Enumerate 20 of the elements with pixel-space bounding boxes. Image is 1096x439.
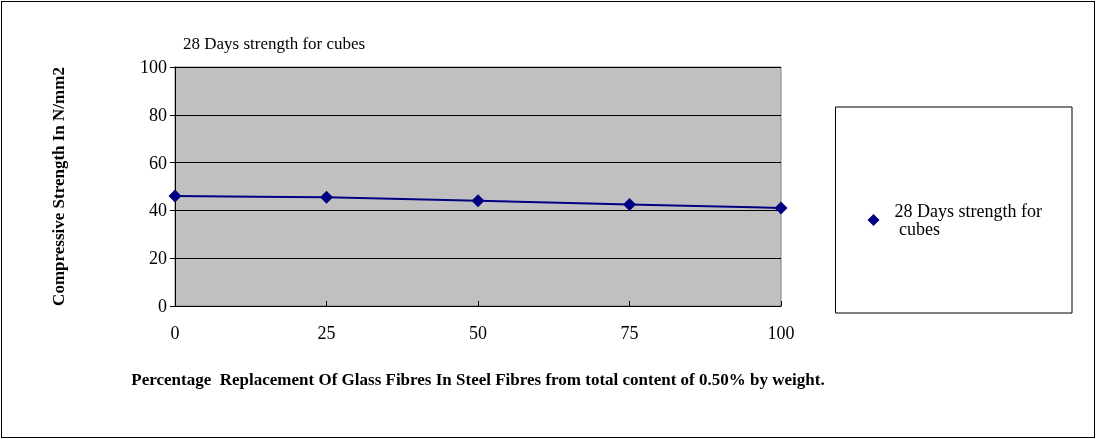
y-tick-label: 60 <box>149 152 167 173</box>
point <box>623 197 636 211</box>
y-tick-label: 80 <box>149 104 167 125</box>
x-tick-label: 75 <box>620 323 639 343</box>
x-axis-title: Percentage Replacement Of Glass Fibres In Steel Fibres from total content of 0.50% by weight. <box>131 369 825 389</box>
x-tick-label: 100 <box>767 323 795 343</box>
legend-label: 28 Days strength for cubes <box>894 201 1043 239</box>
y-axis-title: Compressive Strength In N/mm2 <box>48 67 68 306</box>
y-tick-label: 100 <box>140 57 167 77</box>
point <box>471 194 485 208</box>
point <box>168 189 182 203</box>
y-tick-label: 40 <box>149 200 167 221</box>
y-tick-label: 20 <box>149 248 167 269</box>
x-tick-label: 25 <box>317 323 336 343</box>
chart-title: 28 Days strength for cubes <box>183 34 366 53</box>
point <box>774 201 788 215</box>
y-tick-label: 0 <box>158 296 167 316</box>
x-tick-label: 0 <box>170 323 180 343</box>
x-tick-label: 50 <box>469 323 487 343</box>
point <box>320 190 333 204</box>
